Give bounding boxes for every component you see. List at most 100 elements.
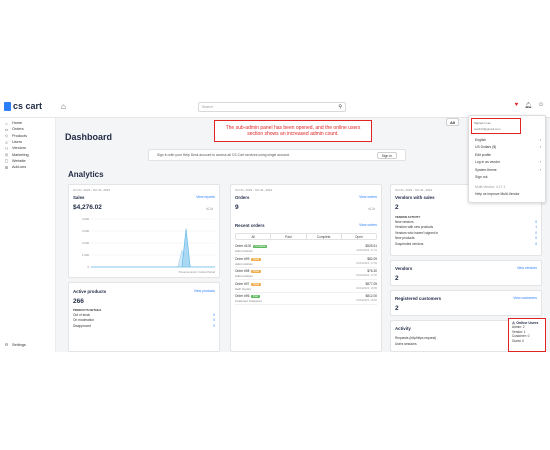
order-id[interactable]: Order #100 Complete (235, 244, 268, 248)
tab-paid[interactable]: Paid (271, 234, 307, 239)
sidebar-item-marketing[interactable]: ◎ Marketing (0, 151, 55, 157)
products-value: 266 (73, 298, 84, 305)
sidebar-item-users[interactable]: ☺ Users (0, 139, 55, 145)
user-dropdown-menu: Signed in as test123@gmail.com English › U… (468, 115, 546, 203)
online-users-admin: Admin: 2 (512, 325, 525, 329)
vendor-activity-label: New vendors (395, 220, 414, 224)
bell-icon[interactable]: 🔔︎ (524, 103, 532, 109)
search-input[interactable]: Search ⚲ (198, 102, 346, 112)
view-products-link[interactable]: View products (193, 289, 215, 293)
link-icon[interactable]: ⊂⊃ (206, 206, 213, 211)
warning-icon: ⚠ (512, 321, 516, 325)
order-date: 10/24/2023, 16:52 (356, 299, 377, 303)
tab-all[interactable]: All (236, 234, 272, 239)
recent-orders-title: Recent orders (235, 223, 265, 228)
order-id[interactable]: Order #96 Paid (235, 294, 260, 298)
vendor-activity-row[interactable]: Vendors who haven't signed in 0 (395, 231, 537, 236)
vendor-activity-count: 0 (535, 220, 537, 224)
order-status-badge: Open (251, 270, 261, 273)
vendor-activity-row[interactable]: New products 0 (395, 236, 537, 241)
order-id[interactable]: Order #98 Open (235, 269, 261, 273)
sidebar-item-addons[interactable]: ⊞ Add-ons (0, 164, 55, 170)
main-content: Dashboard The sub-admin panel has been o… (56, 118, 550, 352)
products-details-heading: PRODUCTS DETAILS (73, 308, 102, 312)
sidebar-item-label: Users (12, 140, 22, 145)
vendor-activity-label: Suspended vendors (395, 241, 424, 246)
order-row[interactable]: Order #100 Complete Admin Admin $525.51 10/2… (235, 243, 377, 256)
sidebar-item-label: Products (12, 133, 27, 138)
heart-icon[interactable]: ♥ (514, 102, 519, 108)
product-detail-label: Disapproved (73, 323, 91, 328)
order-customer: Seth Gentry (235, 286, 252, 291)
page-title: Dashboard (65, 132, 113, 142)
order-price: $76.30 (367, 269, 377, 273)
order-id[interactable]: Order #97 Open (235, 281, 261, 286)
product-detail-row[interactable]: On moderation 0 (73, 318, 215, 323)
sidebar-item-website[interactable]: ▢ Website (0, 158, 55, 164)
order-date: 10/24/2023, 17:11 (356, 249, 377, 253)
view-orders-link[interactable]: View orders (359, 195, 377, 199)
storefront-icon[interactable]: ⌂ (61, 102, 66, 111)
version-label: Multi-Vendor: 4.17.1 (475, 185, 506, 189)
product-detail-row[interactable]: Disapproved 0 (73, 324, 215, 329)
dropdown-item[interactable]: US Dollars ($) › (475, 145, 541, 149)
order-tabs: All Paid Complete Open (235, 233, 377, 240)
dropdown-item[interactable]: English › (475, 138, 541, 142)
logo[interactable]: cs cart (4, 101, 42, 111)
order-id[interactable]: Order #99 Open (235, 256, 261, 261)
link-icon[interactable]: ⊂⊃ (368, 206, 375, 211)
sidebar-item-label: Marketing (12, 152, 29, 157)
vendor-activity-row[interactable]: Suspended vendors 0 (395, 242, 537, 247)
order-row[interactable]: Order #98 Open Admin Admin $76.30 10/24/2023… (235, 268, 377, 281)
signed-in-box: Signed in as test123@gmail.com (471, 118, 521, 134)
admin-window: cs cart ⌂ Search ⚲ ♥ 🔔︎ ☺ ⌂ Home ▭ Orders … (0, 94, 550, 352)
search-icon[interactable]: ⚲ (338, 104, 342, 110)
sidebar-item-vendors[interactable]: ⚇ Vendors (0, 145, 55, 151)
signin-button[interactable]: Sign in (376, 152, 397, 159)
dropdown-item[interactable]: Sign out (475, 175, 541, 179)
dropdown-item[interactable]: Log in as vendor › (475, 160, 541, 164)
y-tick-label: 0 (87, 265, 89, 269)
home-icon: ⌂ (5, 120, 8, 126)
website-icon: ▢ (4, 158, 9, 164)
orders-value: 9 (235, 204, 239, 211)
top-bar: cs cart ⌂ Search ⚲ ♥ 🔔︎ ☺ (0, 94, 550, 118)
dropdown-item-label: English (475, 138, 487, 142)
vendor-activity-row[interactable]: New vendors 0 (395, 220, 537, 225)
user-icon[interactable]: ☺ (537, 102, 544, 108)
order-date: 10/24/2023, 17:04 (356, 261, 377, 265)
product-detail-row[interactable]: Out of stock 0 (73, 313, 215, 318)
logo-mark-icon (4, 101, 11, 111)
product-detail-label: Out of stock (73, 313, 91, 317)
sidebar-item-settings[interactable]: ⚙ Settings (0, 342, 26, 348)
help-improve-link[interactable]: Help us improve Multi-Vendor (475, 192, 541, 196)
vendor-activity-row[interactable]: Vendors with new products 1 (395, 225, 537, 230)
sidebar-item-orders[interactable]: ▭ Orders (0, 126, 55, 132)
vendor-activity-heading: VENDOR ACTIVITY (395, 215, 421, 219)
activity-sessions: Users sessions (395, 342, 537, 347)
vendor-activity-label: Vendors who haven't signed in (395, 230, 439, 235)
tab-complete[interactable]: Complete (307, 234, 342, 239)
vendor-activity-label: New products (395, 236, 415, 241)
order-customer: Customer Customer (235, 299, 262, 304)
view-customers-link[interactable]: View customers (513, 296, 537, 300)
recent-orders-link[interactable]: View orders (359, 223, 377, 227)
sidebar-item-products[interactable]: ◇ Products (0, 133, 55, 139)
vendor-activity-count: 0 (535, 236, 537, 241)
view-reports-link[interactable]: View reports (196, 195, 215, 199)
all-button[interactable]: All (446, 118, 459, 126)
logo-text: cs cart (13, 101, 43, 111)
order-row[interactable]: Order #99 Open Admin Admin $82.09 10/24/2023… (235, 256, 377, 268)
order-row[interactable]: Order #96 Paid Customer Customer $812.00 10/… (235, 293, 377, 306)
sidebar-item-home[interactable]: ⌂ Home (0, 120, 55, 126)
dropdown-item[interactable]: System theme › (475, 168, 541, 172)
product-detail-count: 0 (213, 318, 215, 323)
chevron-right-icon: › (539, 160, 541, 165)
tab-open[interactable]: Open (354, 235, 363, 239)
view-vendors-link[interactable]: View vendors (516, 266, 537, 270)
online-users-panel: ⚠ Online Users Admin: 2 Vendor: 1 Custom… (508, 318, 546, 352)
sales-date: Oct 01, 2023 - Oct 31, 2023 (73, 188, 111, 192)
order-row[interactable]: Order #97 Open Seth Gentry $877.05 10/24/202… (235, 281, 377, 293)
products-card: Active products View products 266 PRODUC… (68, 282, 220, 352)
dropdown-item[interactable]: Edit profile (475, 153, 541, 157)
